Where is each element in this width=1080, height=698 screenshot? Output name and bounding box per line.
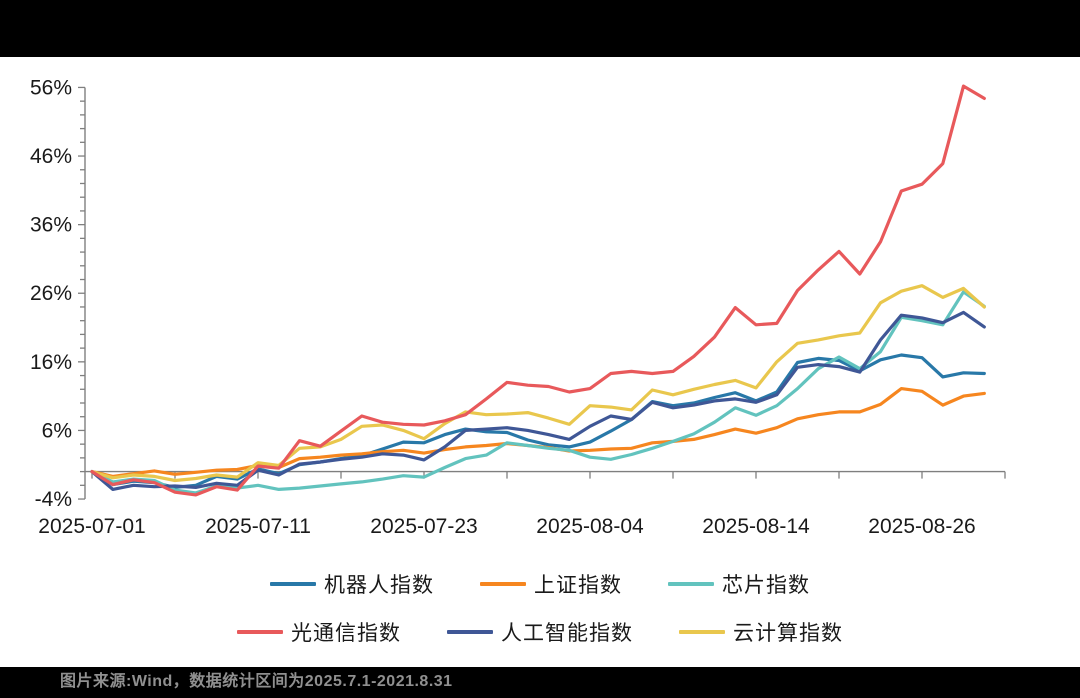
legend-label-optical: 光通信指数 xyxy=(291,622,401,645)
legend-label-sse: 上证指数 xyxy=(534,574,622,597)
legend-item-ai: 人工智能指数 xyxy=(447,617,633,647)
series-line-robot xyxy=(90,353,986,489)
legend-item-robot: 机器人指数 xyxy=(270,569,434,599)
y-axis-label-26: 26% xyxy=(30,282,72,305)
series-line-optical xyxy=(90,84,986,497)
legend-item-chip: 芯片指数 xyxy=(668,569,810,599)
y-axis-label-6: 6% xyxy=(42,419,72,442)
y-axis-label-16: 16% xyxy=(30,351,72,374)
source-note: 图片来源:Wind，数据统计区间为2025.7.1-2021.8.31 xyxy=(60,673,453,690)
legend-label-chip: 芯片指数 xyxy=(722,574,810,597)
x-axis-label-2025-07-01: 2025-07-01 xyxy=(38,515,145,538)
y-axis-label-46: 46% xyxy=(30,145,72,168)
x-axis-label-2025-07-23: 2025-07-23 xyxy=(370,515,477,538)
legend-item-optical: 光通信指数 xyxy=(237,617,401,647)
legend-row-1: 机器人指数 上证指数 芯片指数 xyxy=(0,560,1080,608)
x-axis-label-2025-08-14: 2025-08-14 xyxy=(702,515,810,538)
y-axis-label--4: -4% xyxy=(35,488,72,511)
y-axis-label-36: 36% xyxy=(30,214,72,237)
legend-dash-robot xyxy=(270,582,316,586)
chart-legend: 机器人指数 上证指数 芯片指数 光通信指数 人工智能指数 云计算指数 xyxy=(0,560,1080,656)
x-axis-label-2025-08-04: 2025-08-04 xyxy=(536,515,644,538)
legend-item-sse: 上证指数 xyxy=(480,569,622,599)
legend-label-robot: 机器人指数 xyxy=(324,574,434,597)
legend-dash-optical xyxy=(237,630,283,634)
series-line-cloud xyxy=(90,284,986,483)
legend-label-cloud: 云计算指数 xyxy=(733,622,843,645)
legend-row-2: 光通信指数 人工智能指数 云计算指数 xyxy=(0,608,1080,656)
legend-dash-sse xyxy=(480,582,526,586)
x-axis-label-2025-07-11: 2025-07-11 xyxy=(205,515,311,538)
legend-label-ai: 人工智能指数 xyxy=(501,622,633,645)
legend-dash-cloud xyxy=(679,630,725,634)
series-line-chip xyxy=(90,290,986,495)
series-line-ai xyxy=(90,310,986,491)
legend-dash-ai xyxy=(447,630,493,634)
legend-item-cloud: 云计算指数 xyxy=(679,617,843,647)
top-black-bar xyxy=(0,0,1080,57)
x-axis-label-2025-08-26: 2025-08-26 xyxy=(868,515,975,538)
legend-dash-chip xyxy=(668,582,714,586)
y-axis-label-56: 56% xyxy=(30,76,72,99)
bottom-black-bar xyxy=(0,667,1080,698)
